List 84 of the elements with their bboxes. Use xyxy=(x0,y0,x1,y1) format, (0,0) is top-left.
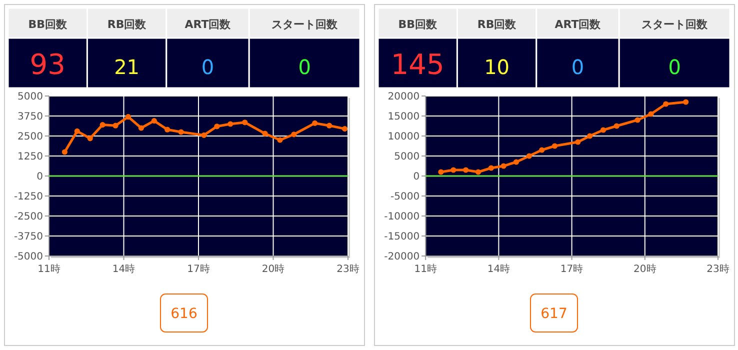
y-tick-label: 5000 xyxy=(394,152,420,162)
x-tick-label: 20時 xyxy=(262,263,285,275)
text: 93 xyxy=(30,48,66,81)
point xyxy=(164,126,170,132)
point xyxy=(326,122,332,128)
y-tick-label: 10000 xyxy=(388,132,420,142)
x-tick-label: 23時 xyxy=(336,263,360,275)
x-tick-label: 14時 xyxy=(112,263,136,275)
point xyxy=(648,111,654,117)
category-label: ART回数 xyxy=(554,18,602,31)
point xyxy=(138,125,144,131)
point xyxy=(683,99,689,105)
x-tick-label: 20時 xyxy=(634,263,656,275)
y-tick-label: 2500 xyxy=(18,132,43,142)
y-tick-label: 20000 xyxy=(388,92,420,102)
point xyxy=(475,169,482,175)
point xyxy=(614,123,620,129)
x-tick-label: 17時 xyxy=(187,263,210,275)
x-tick-label: 14時 xyxy=(487,263,510,275)
category-label: BB回数 xyxy=(28,18,68,31)
point xyxy=(74,128,80,134)
point xyxy=(552,143,558,149)
point xyxy=(262,130,268,136)
point xyxy=(438,169,444,175)
point xyxy=(663,101,669,107)
y-tick-label: 0 xyxy=(36,172,43,182)
y-tick-label: 3750 xyxy=(18,112,43,122)
category-label: RB回数 xyxy=(477,18,518,31)
y-tick-label: -2500 xyxy=(14,212,43,222)
button: 616 xyxy=(160,294,208,332)
point xyxy=(450,167,456,173)
y-tick-label: 5000 xyxy=(18,92,43,102)
y-tick-label: -5000 xyxy=(14,252,43,262)
x-tick-label: 11時 xyxy=(414,263,437,275)
point xyxy=(201,132,207,138)
category-label: BB回数 xyxy=(398,18,438,31)
point xyxy=(228,121,234,127)
text: 21 xyxy=(114,55,140,79)
category-label: ART回数 xyxy=(184,18,232,31)
point xyxy=(291,132,297,138)
point xyxy=(500,163,506,169)
y-tick-label: -20000 xyxy=(384,252,420,262)
point xyxy=(178,129,184,135)
text: 0 xyxy=(668,55,681,79)
y-tick-label: -3750 xyxy=(14,232,43,242)
text: 10 xyxy=(484,55,510,79)
point xyxy=(62,149,68,155)
point xyxy=(277,137,283,143)
point xyxy=(242,120,248,126)
point xyxy=(575,139,581,145)
point xyxy=(312,120,318,126)
y-tick-label: -5000 xyxy=(390,192,420,202)
point xyxy=(587,133,593,139)
point xyxy=(488,165,494,171)
point xyxy=(539,147,545,153)
point xyxy=(342,126,348,132)
y-tick-label: 0 xyxy=(413,172,420,182)
point xyxy=(87,136,93,142)
y-tick-label: -15000 xyxy=(384,232,420,242)
point xyxy=(526,153,532,159)
button: 617 xyxy=(530,294,578,332)
point xyxy=(463,167,469,173)
point xyxy=(600,127,606,133)
category-label: スタート回数 xyxy=(272,18,339,31)
category-label: スタート回数 xyxy=(642,18,709,31)
point xyxy=(125,114,132,120)
point xyxy=(112,122,118,128)
x-tick-label: 17時 xyxy=(560,263,584,275)
y-tick-label: -1250 xyxy=(14,192,43,202)
point xyxy=(634,117,640,123)
x-tick-label: 11時 xyxy=(38,263,60,275)
text: 0 xyxy=(201,55,214,79)
text: 0 xyxy=(298,55,311,79)
y-tick-label: 1250 xyxy=(18,152,43,162)
point xyxy=(214,124,220,130)
x-tick-label: 23時 xyxy=(706,263,730,275)
y-tick-label: -10000 xyxy=(384,212,420,222)
point xyxy=(513,159,520,165)
text: 0 xyxy=(571,55,584,79)
category-label: RB回数 xyxy=(107,18,148,31)
point xyxy=(100,122,106,128)
point xyxy=(151,118,157,124)
text: 145 xyxy=(390,48,444,81)
y-tick-label: 15000 xyxy=(388,112,420,122)
